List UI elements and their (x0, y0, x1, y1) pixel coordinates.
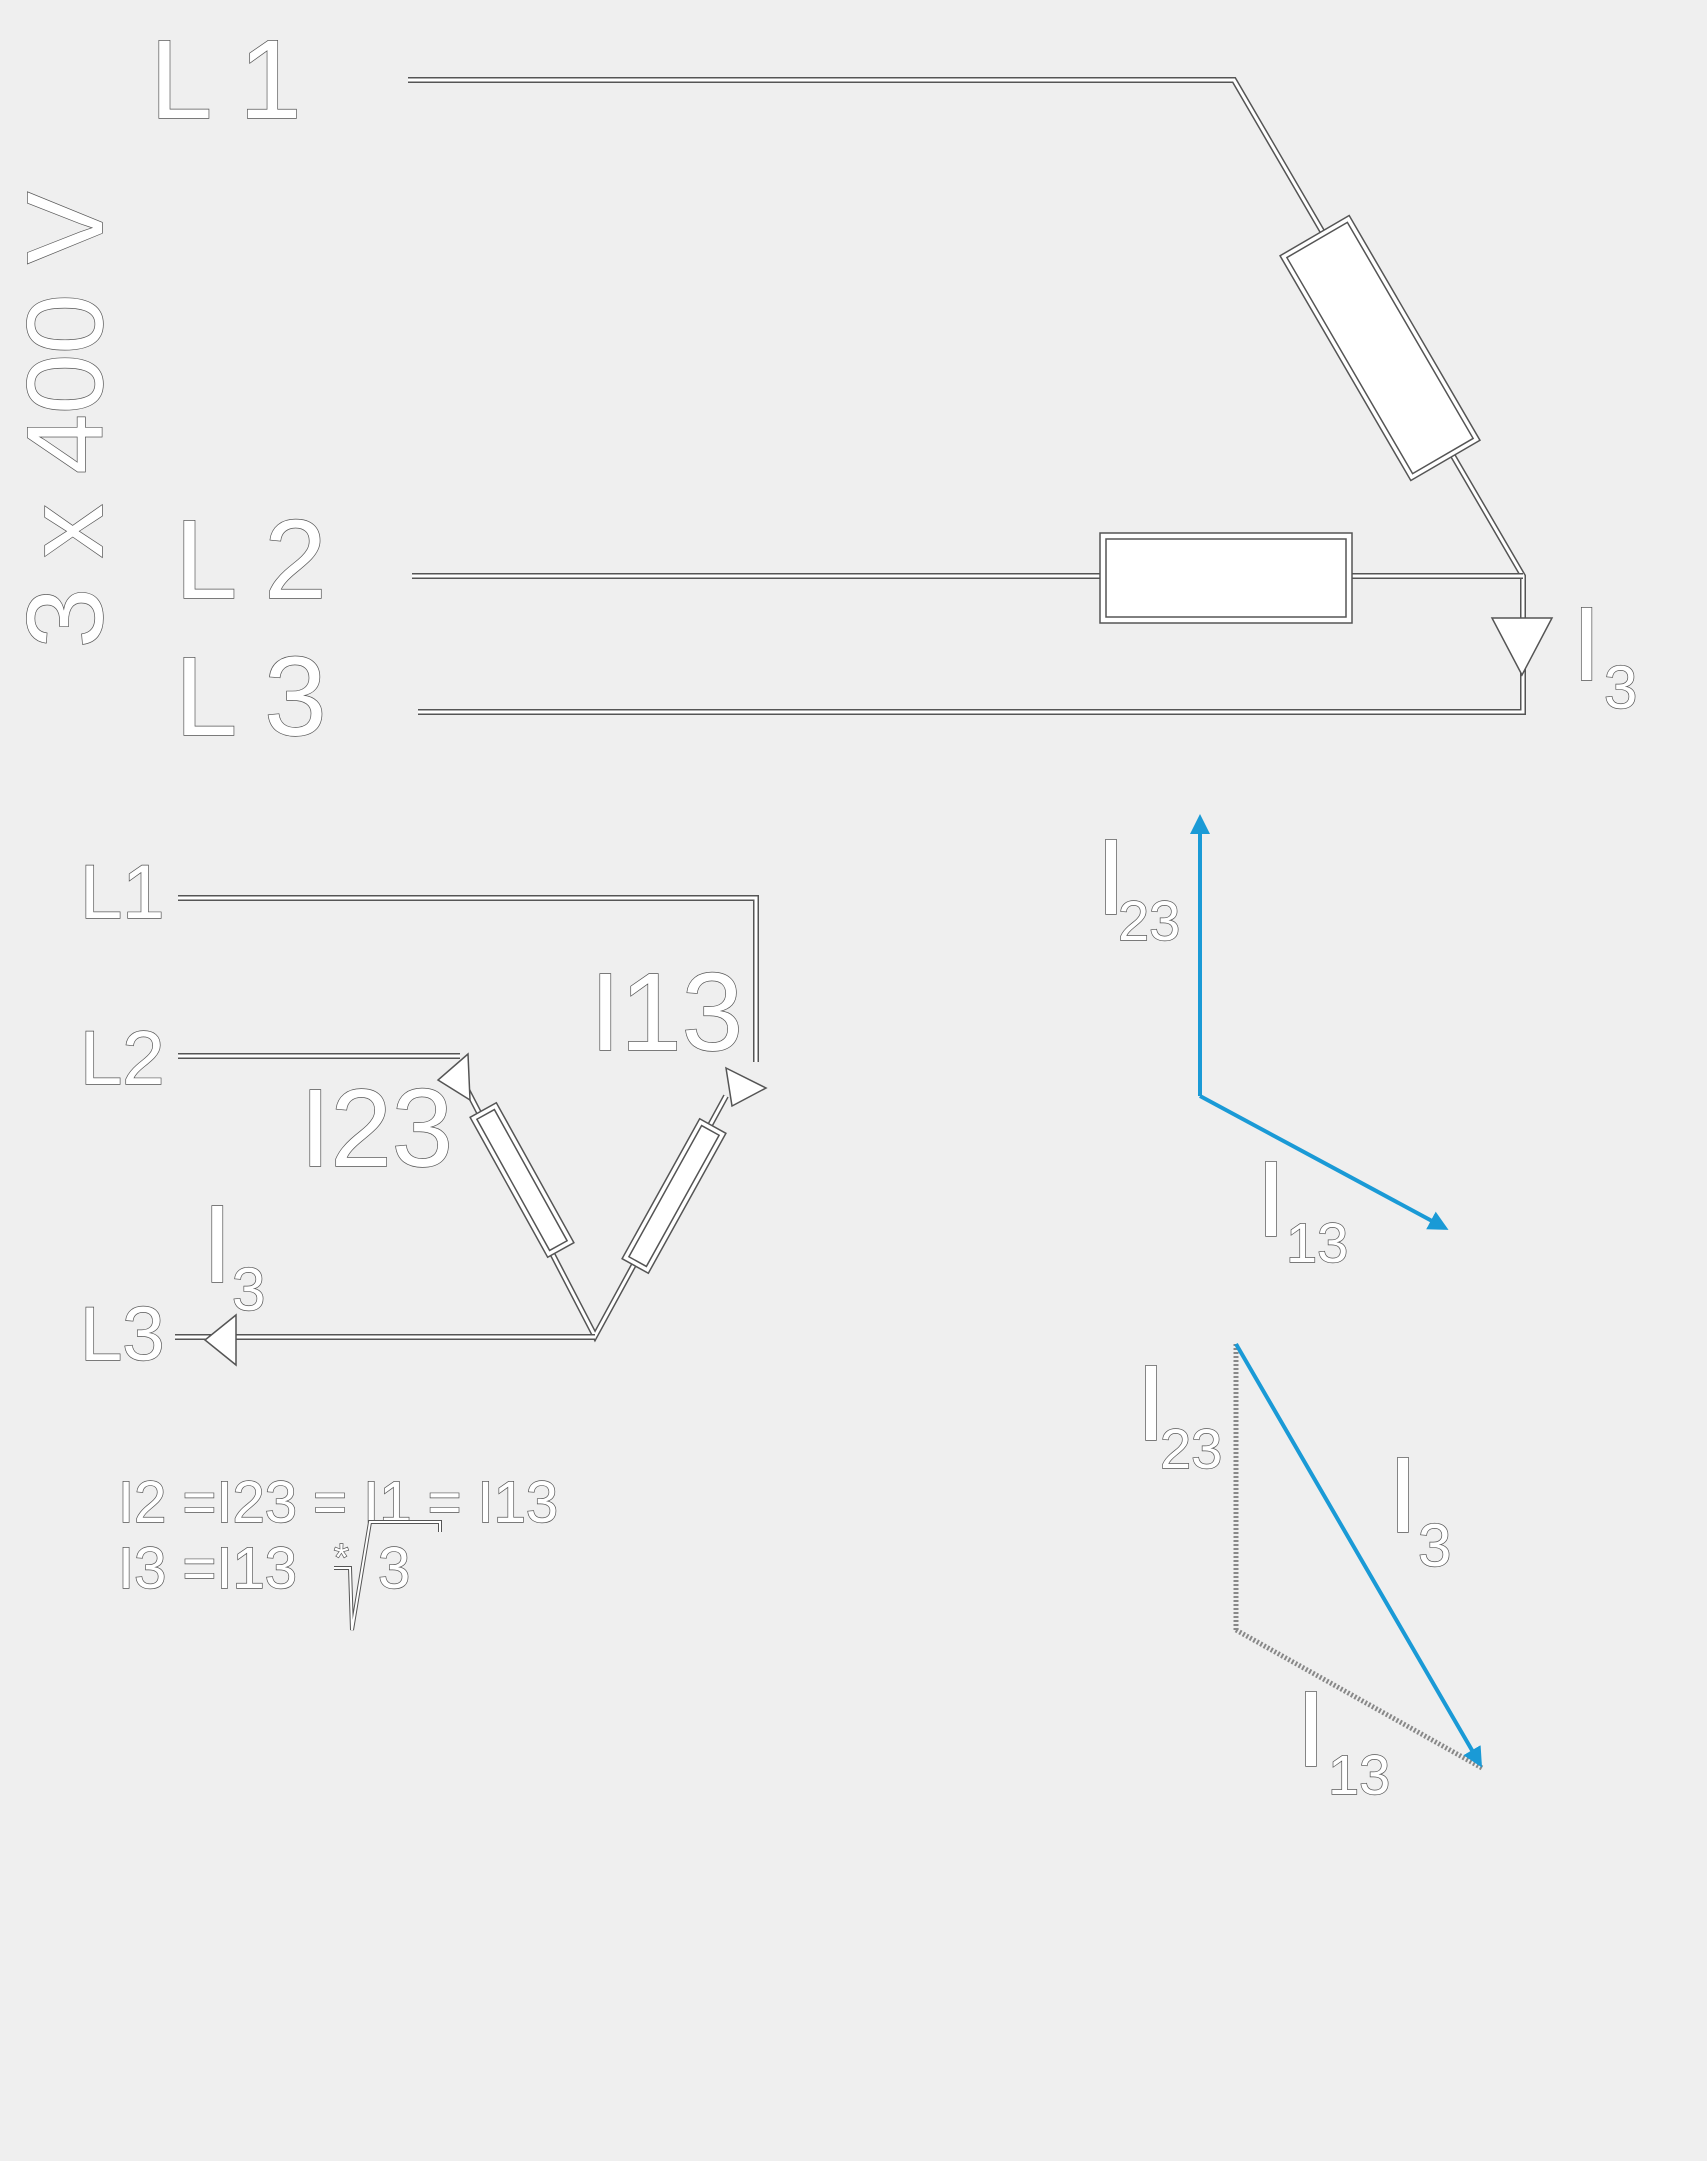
phasor-top-i23-sub: 23 (1118, 889, 1180, 952)
top-circuit: 3 x 400 V L 1 L 2 L 3 I 3 (3, 16, 1638, 759)
delta-line-l1: L1 (80, 850, 165, 935)
formula-star: * (334, 1537, 349, 1579)
arrow-i3 (203, 1313, 237, 1367)
resistor-i13 (621, 1117, 727, 1275)
formulas: I2 =I23 = I1 = I13 I3 =I13 * 3 (117, 1469, 559, 1631)
delta-line-l2: L2 (80, 1016, 165, 1101)
phasor-bottom-i23-sub: 23 (1160, 1417, 1222, 1480)
phasor-bottom-i13-line (1234, 1627, 1484, 1771)
phasor-bottom: I 23 I 3 I 13 (1135, 1341, 1484, 1807)
phasor-top-i23-label: I (1096, 816, 1126, 937)
resistor-l1 (1279, 214, 1481, 482)
phasor-bottom-i13-sub: 13 (1328, 1743, 1390, 1806)
top-wires (408, 77, 1526, 715)
phasor-bottom-i3-sub: 3 (1418, 1512, 1451, 1579)
resistor-l2 (1099, 532, 1353, 624)
current-label-i3: I (1572, 586, 1601, 703)
phasor-top-i13-sub: 13 (1286, 1211, 1348, 1274)
voltage-label: 3 x 400 V (4, 192, 125, 648)
formula-line-2-prefix: I3 =I13 (118, 1536, 297, 1601)
label-i3: I (202, 1183, 233, 1306)
phasor-i13 (1199, 1094, 1449, 1230)
sqrt-symbol-inner (334, 1521, 441, 1631)
resistor-i23 (469, 1101, 575, 1259)
phasor-top-i13-label: I (1256, 1138, 1286, 1259)
delta-line-l3: L3 (80, 1292, 165, 1377)
current-label-i3-sub: 3 (1604, 654, 1637, 721)
line-label-l3: L 3 (175, 634, 327, 759)
label-i13: I13 (590, 951, 743, 1074)
arrow-i13 (725, 1066, 768, 1108)
line-label-l1: L 1 (150, 17, 302, 142)
line-label-l2: L 2 (175, 497, 327, 622)
formula-line-1: I2 =I23 = I1 = I13 (118, 1470, 558, 1535)
phasor-bottom-i3-label: I (1388, 1434, 1418, 1555)
delta-circuit: L1 L2 L3 I13 I23 I 3 (79, 849, 768, 1378)
phasor-top: I 23 I 13 (1095, 814, 1449, 1275)
label-i3-sub: 3 (232, 1256, 265, 1323)
label-i23: I23 (300, 1067, 453, 1190)
phasor-bottom-i13-label: I (1296, 1668, 1326, 1789)
phasor-bottom-i23-label: I (1136, 1342, 1166, 1463)
current-arrow-i3 (1490, 617, 1554, 677)
formula-radicand: 3 (378, 1536, 410, 1601)
phasor-bottom-i3 (1234, 1342, 1483, 1768)
arrow-i23 (436, 1052, 471, 1102)
